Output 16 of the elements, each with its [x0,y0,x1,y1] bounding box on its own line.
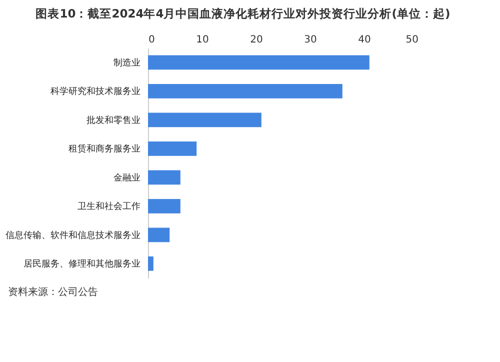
text: 资料来源：公司公告 [8,286,99,299]
x-tick-label: 30 [304,34,317,46]
y-tick-label: 居民服务、修理和其他服务业 [24,258,140,270]
y-tick-label: 科学研究和技术服务业 [50,86,140,98]
y-tick-label: 卫生和社会工作 [78,201,140,212]
y-tick-label: 租赁和商务服务业 [68,144,140,155]
y-tick-label: 制造业 [114,57,140,68]
y-tick-label: 批发和零售业 [86,114,140,126]
x-tick-label: 0 [148,34,155,46]
y-tick-label: 金融业 [114,172,140,184]
chart-title: 图表10：截至2024年4月中国血液净化耗材行业对外投资行业分析(单位：起) [36,6,450,20]
x-tick-label: 40 [358,34,371,46]
x-tick-label: 50 [406,34,418,46]
x-tick-label: 10 [196,34,209,46]
x-tick-label: 20 [250,34,263,46]
y-tick-label: 信息传输、软件和信息技术服务业 [6,230,140,241]
